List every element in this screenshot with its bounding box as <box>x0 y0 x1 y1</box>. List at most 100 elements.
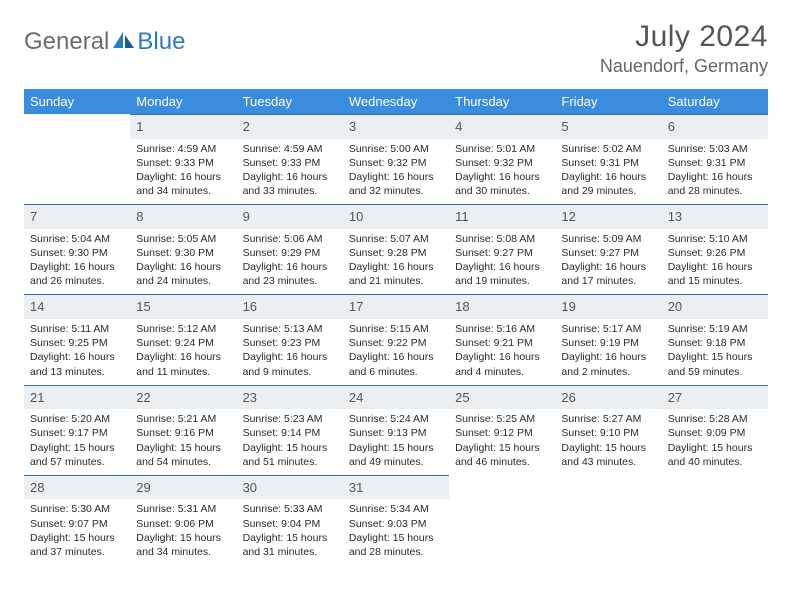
day-number: 25 <box>449 385 555 410</box>
day-number: 14 <box>24 294 130 319</box>
day-content: Sunrise: 5:33 AMSunset: 9:04 PMDaylight:… <box>237 499 343 565</box>
calendar-cell: 23Sunrise: 5:23 AMSunset: 9:14 PMDayligh… <box>237 385 343 475</box>
logo: General Blue <box>24 28 185 56</box>
day-content: Sunrise: 5:20 AMSunset: 9:17 PMDaylight:… <box>24 409 130 475</box>
sail-icon <box>113 32 135 48</box>
calendar-row: 28Sunrise: 5:30 AMSunset: 9:07 PMDayligh… <box>24 475 768 565</box>
title-group: July 2024 Nauendorf, Germany <box>600 20 768 77</box>
day-number: 16 <box>237 294 343 319</box>
calendar-cell <box>24 114 130 204</box>
day-number: 15 <box>130 294 236 319</box>
day-number: 29 <box>130 475 236 500</box>
day-content: Sunrise: 5:25 AMSunset: 9:12 PMDaylight:… <box>449 409 555 475</box>
day-content: Sunrise: 5:24 AMSunset: 9:13 PMDaylight:… <box>343 409 449 475</box>
calendar-cell: 25Sunrise: 5:25 AMSunset: 9:12 PMDayligh… <box>449 385 555 475</box>
day-number: 30 <box>237 475 343 500</box>
day-content: Sunrise: 5:13 AMSunset: 9:23 PMDaylight:… <box>237 319 343 385</box>
weekday-header: Monday <box>130 89 236 114</box>
day-number: 31 <box>343 475 449 500</box>
day-number: 7 <box>24 204 130 229</box>
day-content: Sunrise: 5:10 AMSunset: 9:26 PMDaylight:… <box>662 229 768 295</box>
day-content: Sunrise: 5:08 AMSunset: 9:27 PMDaylight:… <box>449 229 555 295</box>
calendar-cell: 16Sunrise: 5:13 AMSunset: 9:23 PMDayligh… <box>237 294 343 384</box>
calendar-cell: 19Sunrise: 5:17 AMSunset: 9:19 PMDayligh… <box>555 294 661 384</box>
calendar-cell: 11Sunrise: 5:08 AMSunset: 9:27 PMDayligh… <box>449 204 555 294</box>
calendar-cell: 1Sunrise: 4:59 AMSunset: 9:33 PMDaylight… <box>130 114 236 204</box>
calendar-cell <box>662 475 768 565</box>
day-content: Sunrise: 5:27 AMSunset: 9:10 PMDaylight:… <box>555 409 661 475</box>
day-number: 13 <box>662 204 768 229</box>
weekday-header: Friday <box>555 89 661 114</box>
day-content: Sunrise: 5:00 AMSunset: 9:32 PMDaylight:… <box>343 139 449 205</box>
calendar-cell: 2Sunrise: 4:59 AMSunset: 9:33 PMDaylight… <box>237 114 343 204</box>
calendar-cell: 21Sunrise: 5:20 AMSunset: 9:17 PMDayligh… <box>24 385 130 475</box>
calendar-cell: 26Sunrise: 5:27 AMSunset: 9:10 PMDayligh… <box>555 385 661 475</box>
day-content: Sunrise: 5:16 AMSunset: 9:21 PMDaylight:… <box>449 319 555 385</box>
day-number: 5 <box>555 114 661 139</box>
calendar-cell: 12Sunrise: 5:09 AMSunset: 9:27 PMDayligh… <box>555 204 661 294</box>
logo-text-1: General <box>24 28 109 56</box>
calendar-cell: 17Sunrise: 5:15 AMSunset: 9:22 PMDayligh… <box>343 294 449 384</box>
calendar-cell <box>449 475 555 565</box>
day-content: Sunrise: 4:59 AMSunset: 9:33 PMDaylight:… <box>237 139 343 205</box>
calendar-cell: 14Sunrise: 5:11 AMSunset: 9:25 PMDayligh… <box>24 294 130 384</box>
day-number: 24 <box>343 385 449 410</box>
weekday-header: Thursday <box>449 89 555 114</box>
calendar-cell: 20Sunrise: 5:19 AMSunset: 9:18 PMDayligh… <box>662 294 768 384</box>
calendar-cell: 28Sunrise: 5:30 AMSunset: 9:07 PMDayligh… <box>24 475 130 565</box>
day-number: 12 <box>555 204 661 229</box>
calendar-cell: 29Sunrise: 5:31 AMSunset: 9:06 PMDayligh… <box>130 475 236 565</box>
weekday-header: Saturday <box>662 89 768 114</box>
day-number: 11 <box>449 204 555 229</box>
weekday-header: Tuesday <box>237 89 343 114</box>
day-content: Sunrise: 5:19 AMSunset: 9:18 PMDaylight:… <box>662 319 768 385</box>
weekday-header: Sunday <box>24 89 130 114</box>
day-number: 22 <box>130 385 236 410</box>
calendar-table: SundayMondayTuesdayWednesdayThursdayFrid… <box>24 89 768 565</box>
day-number: 17 <box>343 294 449 319</box>
day-content: Sunrise: 5:09 AMSunset: 9:27 PMDaylight:… <box>555 229 661 295</box>
day-number: 19 <box>555 294 661 319</box>
calendar-cell: 5Sunrise: 5:02 AMSunset: 9:31 PMDaylight… <box>555 114 661 204</box>
day-number: 6 <box>662 114 768 139</box>
day-number: 18 <box>449 294 555 319</box>
day-content: Sunrise: 5:06 AMSunset: 9:29 PMDaylight:… <box>237 229 343 295</box>
calendar-cell: 8Sunrise: 5:05 AMSunset: 9:30 PMDaylight… <box>130 204 236 294</box>
day-content: Sunrise: 5:21 AMSunset: 9:16 PMDaylight:… <box>130 409 236 475</box>
month-title: July 2024 <box>600 20 768 54</box>
calendar-cell: 6Sunrise: 5:03 AMSunset: 9:31 PMDaylight… <box>662 114 768 204</box>
day-number: 4 <box>449 114 555 139</box>
calendar-cell: 24Sunrise: 5:24 AMSunset: 9:13 PMDayligh… <box>343 385 449 475</box>
day-content: Sunrise: 5:17 AMSunset: 9:19 PMDaylight:… <box>555 319 661 385</box>
calendar-cell: 7Sunrise: 5:04 AMSunset: 9:30 PMDaylight… <box>24 204 130 294</box>
calendar-cell: 13Sunrise: 5:10 AMSunset: 9:26 PMDayligh… <box>662 204 768 294</box>
calendar-row: 21Sunrise: 5:20 AMSunset: 9:17 PMDayligh… <box>24 385 768 475</box>
calendar-cell: 10Sunrise: 5:07 AMSunset: 9:28 PMDayligh… <box>343 204 449 294</box>
day-number: 26 <box>555 385 661 410</box>
day-number: 21 <box>24 385 130 410</box>
calendar-cell: 9Sunrise: 5:06 AMSunset: 9:29 PMDaylight… <box>237 204 343 294</box>
day-content: Sunrise: 5:11 AMSunset: 9:25 PMDaylight:… <box>24 319 130 385</box>
day-number: 2 <box>237 114 343 139</box>
calendar-row: 14Sunrise: 5:11 AMSunset: 9:25 PMDayligh… <box>24 294 768 384</box>
calendar-body: 1Sunrise: 4:59 AMSunset: 9:33 PMDaylight… <box>24 114 768 565</box>
calendar-cell: 22Sunrise: 5:21 AMSunset: 9:16 PMDayligh… <box>130 385 236 475</box>
day-number: 28 <box>24 475 130 500</box>
day-number: 23 <box>237 385 343 410</box>
day-content: Sunrise: 5:23 AMSunset: 9:14 PMDaylight:… <box>237 409 343 475</box>
calendar-cell: 18Sunrise: 5:16 AMSunset: 9:21 PMDayligh… <box>449 294 555 384</box>
calendar-row: 1Sunrise: 4:59 AMSunset: 9:33 PMDaylight… <box>24 114 768 204</box>
calendar-head: SundayMondayTuesdayWednesdayThursdayFrid… <box>24 89 768 114</box>
day-content: Sunrise: 5:31 AMSunset: 9:06 PMDaylight:… <box>130 499 236 565</box>
day-number: 8 <box>130 204 236 229</box>
logo-text-2: Blue <box>137 28 185 56</box>
calendar-cell: 31Sunrise: 5:34 AMSunset: 9:03 PMDayligh… <box>343 475 449 565</box>
calendar-cell: 4Sunrise: 5:01 AMSunset: 9:32 PMDaylight… <box>449 114 555 204</box>
day-number: 1 <box>130 114 236 139</box>
day-content: Sunrise: 4:59 AMSunset: 9:33 PMDaylight:… <box>130 139 236 205</box>
day-content: Sunrise: 5:07 AMSunset: 9:28 PMDaylight:… <box>343 229 449 295</box>
calendar-row: 7Sunrise: 5:04 AMSunset: 9:30 PMDaylight… <box>24 204 768 294</box>
day-content: Sunrise: 5:01 AMSunset: 9:32 PMDaylight:… <box>449 139 555 205</box>
calendar-cell <box>555 475 661 565</box>
day-number: 3 <box>343 114 449 139</box>
